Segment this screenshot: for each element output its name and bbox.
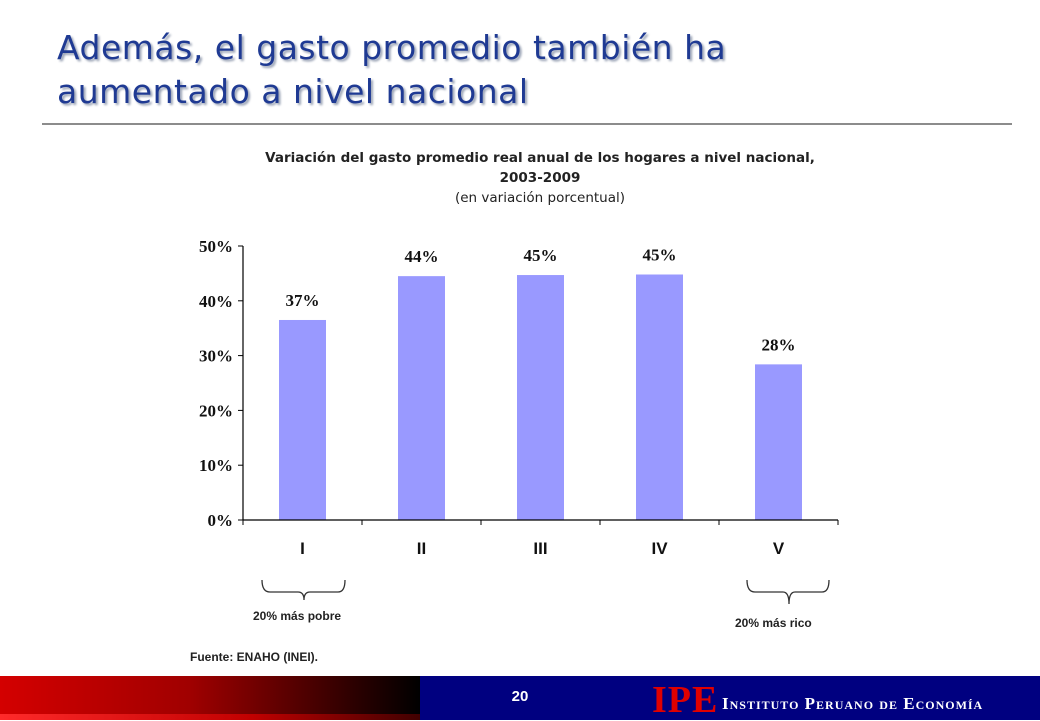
bar-III	[517, 275, 564, 520]
chart-title-line-1: Variación del gasto promedio real anual …	[265, 150, 815, 166]
data-label: 45%	[524, 246, 558, 265]
chart-labels: 37% I 44% II 45% III 45% IV 28% V 0% 10% 20% 30% 40% 50…	[199, 237, 796, 558]
bar-IV	[636, 274, 683, 520]
y-tick-label: 0%	[208, 511, 234, 530]
x-tick-label: I	[300, 539, 305, 558]
y-tick-label: 50%	[199, 237, 233, 256]
y-tick-label: 20%	[199, 401, 233, 420]
title-divider	[42, 123, 1012, 125]
y-tick-label: 10%	[199, 456, 233, 475]
slide-title-line-1: Además, el gasto promedio también ha	[57, 28, 727, 67]
axes	[238, 245, 839, 525]
chart-subtitle: (en variación porcentual)	[454, 190, 626, 206]
chart-title-line-2: 2003-2009	[499, 170, 581, 186]
x-tick-label: V	[773, 539, 785, 558]
x-tick-label: IV	[651, 539, 668, 558]
brace-left	[261, 579, 346, 601]
source-note: Fuente: ENAHO (INEI).	[190, 650, 318, 664]
data-label: 45%	[643, 245, 677, 264]
x-tick-label: II	[417, 539, 426, 558]
x-tick-label: III	[533, 539, 547, 558]
y-tick-label: 30%	[199, 347, 233, 366]
page-number: 20	[511, 688, 529, 705]
y-tick-label: 40%	[199, 292, 233, 311]
bar-V	[755, 364, 802, 520]
footer-gradient-strip	[0, 714, 420, 720]
data-label: 28%	[762, 335, 796, 354]
bar-chart: 37% I 44% II 45% III 45% IV 28% V 0% 10% 20% 30% 40% 50…	[199, 237, 839, 605]
bars	[279, 274, 802, 520]
ipe-logo: IPE	[652, 679, 719, 721]
chart-title: Variación del gasto promedio real anual …	[140, 148, 940, 188]
footer-gradient	[0, 676, 420, 720]
institution-name: Instituto Peruano de Economía	[722, 694, 984, 713]
bar-I	[279, 319, 326, 520]
slide-title-line-2: aumentado a nivel nacional	[57, 72, 529, 111]
data-label: 44%	[405, 247, 439, 266]
data-label: 37%	[286, 291, 320, 310]
bar-II	[398, 276, 445, 520]
slide-title: Además, el gasto promedio también ha aum…	[57, 26, 1007, 114]
brace-right	[746, 579, 830, 605]
brace-right-label: 20% más rico	[735, 616, 812, 630]
brace-left-label: 20% más pobre	[253, 609, 342, 623]
